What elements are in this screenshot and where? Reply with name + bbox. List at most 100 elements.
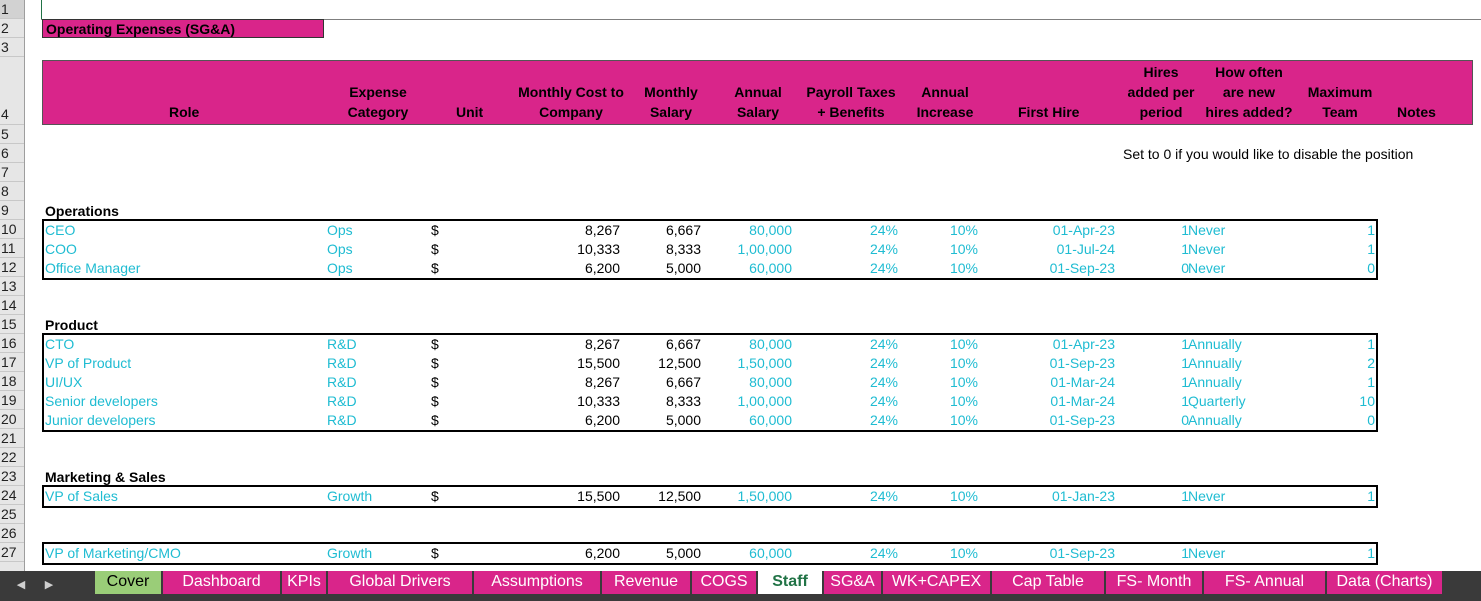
cell-unit[interactable]: $: [431, 412, 439, 428]
row-number[interactable]: 17: [0, 353, 24, 372]
row-number[interactable]: 21: [0, 429, 24, 448]
cell-frequency[interactable]: Never: [1188, 260, 1226, 276]
row-number[interactable]: 1: [0, 0, 24, 19]
cell-monthly-cost[interactable]: 8,267: [584, 222, 620, 238]
cell-monthly-cost[interactable]: 6,200: [584, 260, 620, 276]
cell-first-hire[interactable]: 01-Sep-23: [1049, 260, 1115, 276]
cell-frequency[interactable]: Quarterly: [1188, 393, 1246, 409]
cell-role[interactable]: UI/UX: [45, 374, 83, 390]
scroll-tabs-right-icon[interactable]: ▶: [44, 579, 54, 591]
cell-frequency[interactable]: Never: [1188, 222, 1226, 238]
cell-annual-salary[interactable]: 80,000: [749, 222, 792, 238]
cell-frequency[interactable]: Annually: [1188, 336, 1242, 352]
cell-frequency[interactable]: Never: [1188, 545, 1226, 561]
cell-max-team[interactable]: 1: [1367, 374, 1375, 390]
row-number[interactable]: 4: [0, 57, 24, 125]
cell-increase[interactable]: 10%: [949, 488, 978, 504]
cell-monthly-salary[interactable]: 6,667: [665, 374, 701, 390]
cell-category[interactable]: Ops: [327, 260, 353, 276]
cell-max-team[interactable]: 1: [1367, 545, 1375, 561]
cell-increase[interactable]: 10%: [949, 241, 978, 257]
cell-category[interactable]: Growth: [327, 545, 373, 561]
cell-role[interactable]: CEO: [45, 222, 76, 238]
row-number[interactable]: 18: [0, 372, 24, 391]
cell-unit[interactable]: $: [431, 545, 439, 561]
cell-max-team[interactable]: 10: [1359, 393, 1375, 409]
cell-payroll[interactable]: 24%: [869, 412, 898, 428]
row-number[interactable]: 16: [0, 334, 24, 353]
cell-unit[interactable]: $: [431, 488, 439, 504]
cell-payroll[interactable]: 24%: [869, 355, 898, 371]
cell-annual-salary[interactable]: 60,000: [749, 545, 792, 561]
cell-unit[interactable]: $: [431, 336, 439, 352]
cell-annual-salary[interactable]: 80,000: [749, 374, 792, 390]
cell-unit[interactable]: $: [431, 355, 439, 371]
sheet-title[interactable]: Operating Expenses (SG&A): [42, 19, 324, 38]
cell-hires[interactable]: 1: [1181, 488, 1189, 504]
cell-role[interactable]: Junior developers: [45, 412, 156, 428]
sheet-tab[interactable]: Dashboard: [163, 571, 282, 594]
row-number[interactable]: 14: [0, 296, 24, 315]
cell-payroll[interactable]: 24%: [869, 336, 898, 352]
table-row[interactable]: COO Ops $10,333 8,333 1,00,000 24% 10% 01-Jul-2…: [44, 240, 1376, 259]
row-number[interactable]: 6: [0, 144, 24, 163]
cell-monthly-salary[interactable]: 6,667: [665, 336, 701, 352]
cell-category[interactable]: R&D: [327, 374, 357, 390]
sheet-tab[interactable]: Cap Table: [992, 571, 1106, 594]
cell-category[interactable]: Growth: [327, 488, 373, 504]
cell-payroll[interactable]: 24%: [869, 488, 898, 504]
cell-role[interactable]: Senior developers: [45, 393, 158, 409]
cell-max-team[interactable]: 1: [1367, 241, 1375, 257]
row-number[interactable]: 7: [0, 163, 24, 182]
sheet-tab[interactable]: SG&A: [824, 571, 883, 594]
row-number[interactable]: 27: [0, 543, 24, 562]
cell-hires[interactable]: 1: [1181, 222, 1189, 238]
row-number[interactable]: 25: [0, 505, 24, 524]
cell-first-hire[interactable]: 01-Mar-24: [1050, 393, 1115, 409]
cell-role[interactable]: VP of Sales: [45, 488, 118, 504]
cell-monthly-cost[interactable]: 6,200: [584, 412, 620, 428]
cell-first-hire[interactable]: 01-Jul-24: [1056, 241, 1115, 257]
row-number[interactable]: 20: [0, 410, 24, 429]
cell-max-team[interactable]: 0: [1367, 412, 1375, 428]
cell-unit[interactable]: $: [431, 374, 439, 390]
cell-frequency[interactable]: Annually: [1188, 412, 1242, 428]
cell-monthly-salary[interactable]: 5,000: [665, 545, 701, 561]
table-row[interactable]: Office Manager Ops $6,200 5,000 60,000 24% 10%…: [44, 259, 1376, 278]
cell-increase[interactable]: 10%: [949, 374, 978, 390]
cell-monthly-salary[interactable]: 12,500: [658, 488, 701, 504]
cell-annual-salary[interactable]: 1,50,000: [737, 355, 793, 371]
cell-monthly-cost[interactable]: 8,267: [584, 336, 620, 352]
cell-max-team[interactable]: 2: [1367, 355, 1375, 371]
cell-hires[interactable]: 1: [1181, 336, 1189, 352]
cell-frequency[interactable]: Annually: [1188, 374, 1242, 390]
cell-annual-salary[interactable]: 80,000: [749, 336, 792, 352]
row-number[interactable]: 26: [0, 524, 24, 543]
sheet-tab[interactable]: Cover: [95, 571, 163, 594]
cell-annual-salary[interactable]: 1,00,000: [737, 241, 793, 257]
sheet-tab[interactable]: FS- Annual: [1204, 571, 1327, 594]
table-row[interactable]: VP of Marketing/CMO Growth $6,200 5,000 60,0…: [44, 544, 1376, 563]
table-row[interactable]: CEO Ops $8,267 6,667 80,000 24% 10% 01-Apr-23 1 N…: [44, 221, 1376, 240]
cell-unit[interactable]: $: [431, 393, 439, 409]
cell-increase[interactable]: 10%: [949, 260, 978, 276]
sheet-tab[interactable]: FS- Month: [1106, 571, 1204, 594]
row-number[interactable]: 3: [0, 38, 24, 57]
cell-frequency[interactable]: Annually: [1188, 355, 1242, 371]
table-row[interactable]: VP of Product R&D $15,500 12,500 1,50,000 24%…: [44, 354, 1376, 373]
row-number[interactable]: 8: [0, 182, 24, 201]
row-number[interactable]: 19: [0, 391, 24, 410]
cell-monthly-salary[interactable]: 5,000: [665, 260, 701, 276]
sheet-tab[interactable]: Staff: [758, 571, 824, 594]
row-number[interactable]: 11: [0, 239, 24, 258]
row-number[interactable]: 23: [0, 467, 24, 486]
table-row[interactable]: Senior developers R&D $10,333 8,333 1,00,000…: [44, 392, 1376, 411]
row-number[interactable]: 24: [0, 486, 24, 505]
row-number[interactable]: 2: [0, 19, 24, 38]
cell-increase[interactable]: 10%: [949, 222, 978, 238]
cell-max-team[interactable]: 0: [1367, 260, 1375, 276]
sheet-content[interactable]: Operating Expenses (SG&A) Role Expense Ca…: [25, 0, 1481, 571]
cell-first-hire[interactable]: 01-Sep-23: [1049, 545, 1115, 561]
cell-category[interactable]: R&D: [327, 393, 357, 409]
row-number[interactable]: 9: [0, 201, 24, 220]
